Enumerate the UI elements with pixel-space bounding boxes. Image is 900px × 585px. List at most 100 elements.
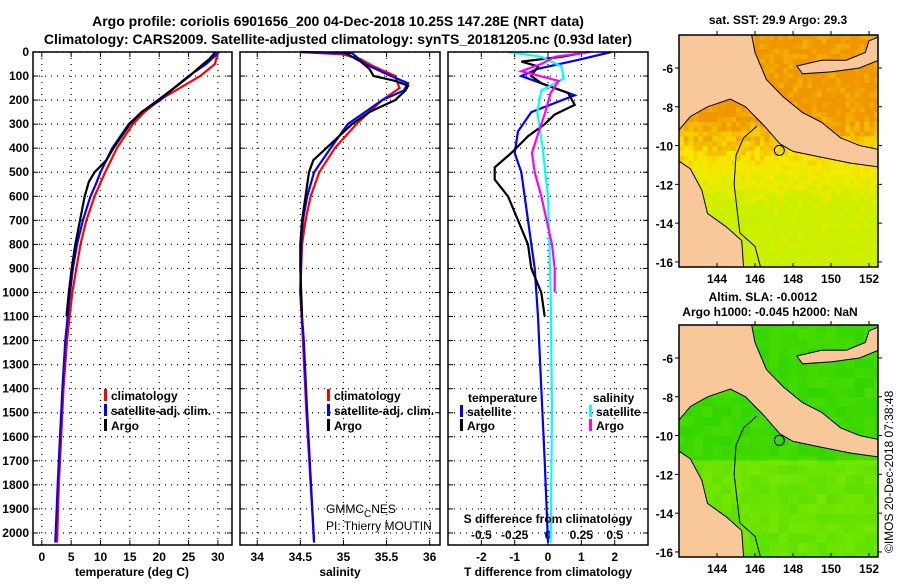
difference-legend: temperature satellite Argo salinity sate…: [460, 391, 641, 433]
map-cell: [831, 218, 837, 224]
map-cell: [759, 228, 765, 234]
map-cell: [788, 353, 794, 359]
map-cell: [793, 233, 799, 239]
map-cell: [802, 445, 808, 451]
map-cell: [707, 107, 713, 113]
map-cell: [850, 35, 856, 40]
map-cell: [859, 518, 865, 524]
map-cell: [864, 87, 870, 93]
map-cell: [821, 199, 827, 205]
map-cell: [736, 204, 742, 210]
map-cell: [793, 58, 799, 64]
map-cell: [854, 503, 860, 509]
map-cell: [679, 136, 685, 142]
map-cell: [726, 397, 732, 403]
map-cell: [707, 416, 713, 422]
map-cell: [816, 160, 822, 166]
map-cell: [864, 257, 870, 263]
map-cell: [740, 416, 746, 422]
map-cell: [869, 228, 875, 234]
map-cell: [840, 552, 846, 557]
map-cell: [854, 77, 860, 84]
map-cell: [683, 155, 689, 161]
map-cell: [835, 237, 841, 244]
map-cell: [745, 247, 751, 253]
map-cell: [717, 136, 723, 142]
map-cell: [816, 382, 822, 388]
map-cell: [821, 237, 827, 244]
map-cell: [821, 343, 827, 349]
map-cell: [731, 518, 737, 524]
map-cell: [859, 406, 865, 412]
map-cell: [831, 204, 837, 210]
map-cell: [721, 170, 727, 176]
map-cell: [707, 426, 713, 432]
map-cell: [707, 189, 713, 195]
map-cell: [702, 160, 708, 166]
map-cell: [759, 440, 765, 446]
map-cell: [750, 552, 756, 557]
map-cell: [816, 547, 822, 553]
map-cell: [731, 165, 737, 171]
map-cell: [812, 160, 818, 166]
map-cell: [759, 464, 765, 471]
map-cell: [688, 426, 694, 432]
map-cell: [859, 416, 865, 422]
map-cell: [854, 223, 860, 229]
map-cell: [750, 547, 756, 553]
map-cell: [793, 353, 799, 359]
map-cell: [740, 150, 746, 156]
map-cell: [845, 194, 851, 200]
map-cell: [745, 430, 751, 437]
map-cell: [840, 489, 846, 495]
map-cell: [764, 131, 770, 137]
map-cell: [850, 363, 856, 369]
map-cell: [845, 189, 851, 195]
map-cell: [840, 329, 846, 335]
map-cell: [774, 184, 780, 190]
map-cell: [764, 348, 770, 354]
map-cell: [850, 121, 856, 127]
map-cell: [854, 82, 860, 88]
map-cell: [807, 392, 813, 398]
map-cell: [840, 406, 846, 412]
map-cell: [864, 97, 870, 103]
map-cell: [764, 140, 770, 147]
map-cell: [835, 116, 841, 122]
map-cell: [812, 35, 818, 40]
map-cell: [750, 416, 756, 422]
map-cell: [683, 426, 689, 432]
map-cell: [864, 39, 870, 45]
map-cell: [783, 450, 789, 456]
map-field: [679, 325, 878, 557]
map-cell: [693, 131, 699, 137]
map-cell: [802, 257, 808, 263]
map-cell: [845, 329, 851, 335]
map-cell: [745, 121, 751, 127]
map-cell: [774, 189, 780, 195]
map-cell: [831, 87, 837, 93]
map-cell: [812, 189, 818, 195]
map-cell: [869, 367, 875, 374]
map-cell: [869, 170, 875, 176]
map-cell: [712, 107, 718, 113]
map-cell: [764, 474, 770, 480]
map-cell: [764, 440, 770, 446]
map-cell: [835, 464, 841, 471]
map-cell: [736, 102, 742, 108]
x-tick-label: 36: [423, 550, 437, 564]
map-cell: [821, 325, 827, 330]
map-cell: [802, 102, 808, 108]
map-cell: [793, 82, 799, 88]
map-cell: [731, 479, 737, 485]
map-cell: [826, 479, 832, 485]
map-cell: [840, 411, 846, 417]
map-cell: [850, 174, 856, 181]
map-cell: [755, 343, 761, 349]
map-cell: [793, 450, 799, 456]
map-cell: [774, 460, 780, 466]
map-cell: [750, 35, 756, 40]
map-cell: [859, 39, 865, 45]
map-cell: [816, 174, 822, 181]
map-cell: [816, 116, 822, 122]
